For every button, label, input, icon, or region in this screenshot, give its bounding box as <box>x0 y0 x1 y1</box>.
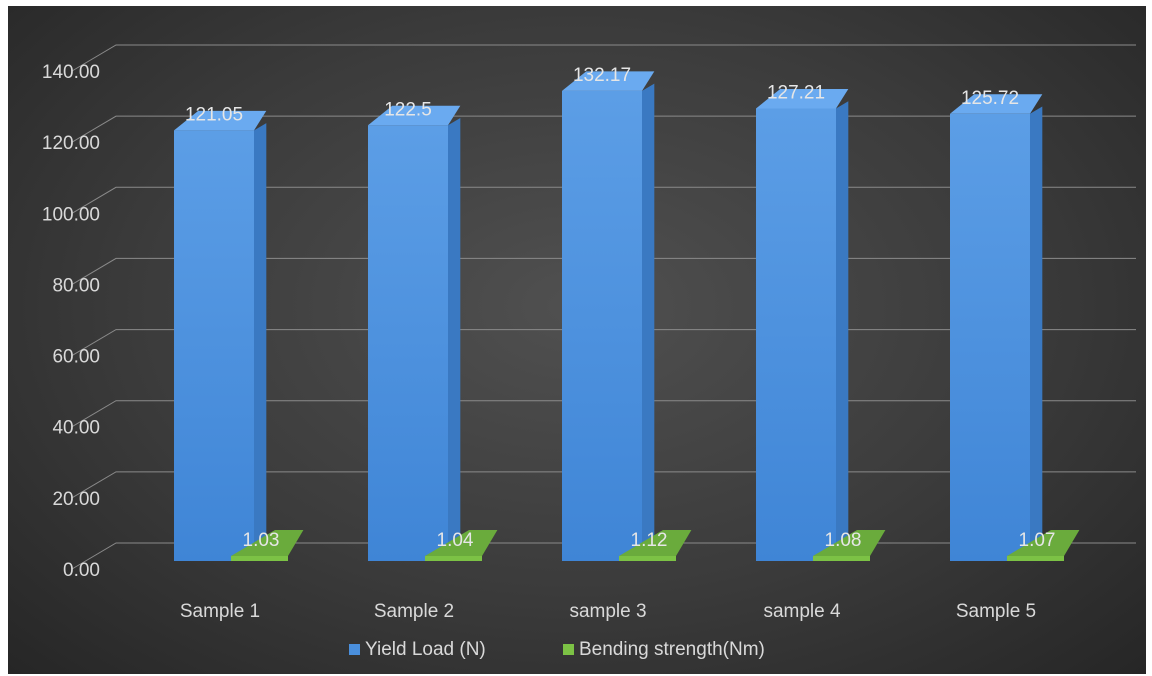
legend-swatch-bending-strength <box>563 644 574 655</box>
x-category-label: sample 3 <box>569 601 646 622</box>
bar-side-yield-load <box>642 83 655 562</box>
bar-top-bending-strength <box>619 530 692 556</box>
bar-bending-strength <box>231 556 288 561</box>
y-axis-tick-labels: 0.00 20.00 40.00 60.00 80.00 100.00 120.00 140.… <box>42 62 100 581</box>
data-label-yield-load: 132.17 <box>573 65 631 86</box>
bar-yield-load <box>368 125 448 561</box>
bar-yield-load <box>756 108 836 562</box>
data-label-bending-strength: 1.08 <box>825 530 862 551</box>
bar-side-yield-load <box>836 101 849 562</box>
legend: Yield Load (N) Bending strength(Nm) <box>349 639 765 660</box>
y-tick-label: 60.00 <box>52 347 100 368</box>
bar-top-bending-strength <box>231 530 304 556</box>
bar-yield-load <box>950 113 1030 562</box>
bar-bending-strength <box>1007 556 1064 561</box>
legend-label-yield-load: Yield Load (N) <box>365 639 486 660</box>
x-category-label: sample 4 <box>763 601 841 622</box>
bars <box>174 71 1080 562</box>
y-tick-label: 80.00 <box>52 275 100 296</box>
x-category-label: Sample 1 <box>180 601 260 622</box>
bar-side-yield-load <box>448 117 461 561</box>
gridline <box>71 44 1136 72</box>
data-label-bending-strength: 1.04 <box>437 530 474 551</box>
data-labels: 121.05 1.03 122.5 1.04 132.17 1.12 127.21 1.08 1… <box>185 65 1056 551</box>
bar-yield-load <box>562 90 642 562</box>
bar-chart: 0.00 20.00 40.00 60.00 80.00 100.00 120.00 140.… <box>42 44 1136 660</box>
bar-top-yield-load <box>368 105 461 126</box>
y-tick-label: 140.00 <box>42 62 100 83</box>
bar-top-bending-strength <box>813 530 886 556</box>
bar-top-yield-load <box>950 94 1043 114</box>
bar-side-yield-load <box>254 123 267 561</box>
data-label-yield-load: 122.5 <box>384 99 432 120</box>
x-axis-category-labels: Sample 1 Sample 2 sample 3 sample 4 Sample 5 <box>180 601 1036 622</box>
x-category-label: Sample 5 <box>956 601 1036 622</box>
y-tick-label: 120.00 <box>42 133 100 154</box>
bar-bending-strength <box>619 556 676 561</box>
data-label-yield-load: 127.21 <box>767 82 825 103</box>
bar-side-yield-load <box>1030 106 1043 562</box>
bar-top-bending-strength <box>1007 530 1080 556</box>
y-tick-label: 100.00 <box>42 204 100 225</box>
x-category-label: Sample 2 <box>374 601 454 622</box>
chart-area: 0.00 20.00 40.00 60.00 80.00 100.00 120.00 140.… <box>8 6 1146 674</box>
y-tick-label: 0.00 <box>63 560 100 581</box>
bar-top-yield-load <box>756 88 849 109</box>
data-label-yield-load: 125.72 <box>961 88 1019 109</box>
data-label-bending-strength: 1.07 <box>1019 530 1056 551</box>
bar-top-yield-load <box>562 71 655 91</box>
y-tick-label: 40.00 <box>52 418 100 439</box>
data-label-bending-strength: 1.12 <box>631 530 668 551</box>
data-label-bending-strength: 1.03 <box>243 530 280 551</box>
gridlines <box>71 44 1136 570</box>
legend-swatch-yield-load <box>349 644 360 655</box>
bar-bending-strength <box>813 556 870 561</box>
bar-top-yield-load <box>174 110 267 131</box>
bar-yield-load <box>174 130 254 561</box>
legend-label-bending-strength: Bending strength(Nm) <box>579 639 765 660</box>
bar-top-bending-strength <box>425 530 498 556</box>
data-label-yield-load: 121.05 <box>185 104 243 125</box>
y-tick-label: 20.00 <box>52 489 100 510</box>
bar-bending-strength <box>425 556 482 561</box>
